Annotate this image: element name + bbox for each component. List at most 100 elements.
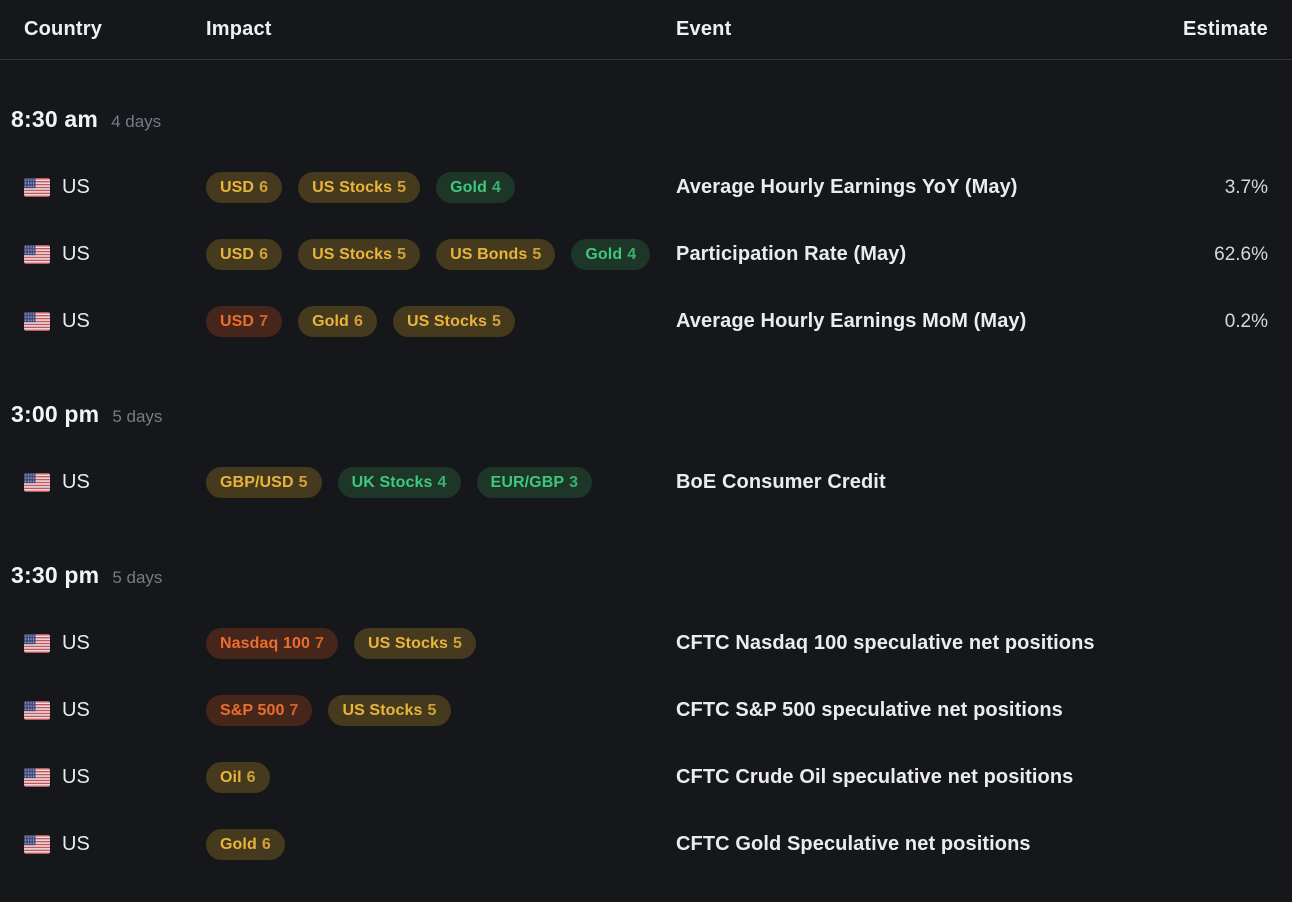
group-days-label: 5 days — [112, 407, 163, 426]
impact-badge-label: US Stocks — [312, 245, 393, 263]
impact-badge-score: 7 — [314, 634, 324, 652]
impact-badge-label: USD — [220, 245, 255, 263]
impact-badges: S&P 500 7 US Stocks 5 — [206, 695, 676, 726]
impact-badge-label: US Bonds — [450, 245, 528, 263]
impact-badge-score: 5 — [491, 312, 501, 330]
impact-badge: UK Stocks 4 — [337, 467, 461, 498]
impact-badge-score: 3 — [569, 473, 579, 491]
time-group: 8:30 am 4 days US USD 6 US Stocks 5 Gold 4 Avera… — [0, 106, 1292, 355]
impact-badge: S&P 500 7 — [206, 695, 313, 726]
impact-badges: GBP/USD 5 UK Stocks 4 EUR/GBP 3 — [206, 467, 676, 498]
impact-badge-score: 5 — [427, 701, 437, 719]
time-group: 3:00 pm 5 days US GBP/USD 5 UK Stocks 4 EUR/GB… — [0, 401, 1292, 516]
time-group-header: 8:30 am 4 days — [0, 106, 1292, 142]
impact-badge-label: Oil — [220, 768, 242, 786]
impact-badge: US Stocks 5 — [392, 306, 515, 337]
impact-badge-label: US Stocks — [312, 178, 393, 196]
column-header-estimate: Estimate — [1183, 18, 1268, 40]
table-header: Country Impact Event Estimate — [0, 0, 1292, 60]
country-cell: US — [24, 176, 206, 199]
impact-badge-label: GBP/USD — [220, 473, 294, 491]
impact-badge: US Stocks 5 — [298, 239, 421, 270]
event-title: Average Hourly Earnings YoY (May) — [676, 176, 1018, 198]
impact-badge-score: 7 — [259, 312, 269, 330]
impact-badge-score: 6 — [259, 178, 269, 196]
us-flag-icon — [24, 634, 50, 653]
us-flag-icon — [24, 835, 50, 854]
impact-badge-score: 4 — [491, 178, 501, 196]
us-flag-icon — [24, 768, 50, 787]
impact-badges: USD 6 US Stocks 5 Gold 4 — [206, 172, 676, 203]
impact-badges: Gold 6 — [206, 829, 676, 860]
country-label: US — [62, 632, 90, 654]
column-header-event: Event — [676, 18, 732, 40]
estimate-value: 3.7% — [1224, 176, 1268, 198]
country-label: US — [62, 766, 90, 788]
group-days-label: 4 days — [111, 112, 162, 131]
impact-badge-label: US Stocks — [406, 312, 487, 330]
event-row[interactable]: US Gold 6 CFTC Gold Speculative net positio… — [0, 811, 1292, 878]
event-row[interactable]: US S&P 500 7 US Stocks 5 CFTC S&P 500 specula… — [0, 677, 1292, 744]
us-flag-icon — [24, 473, 50, 492]
impact-badge-score: 6 — [261, 835, 271, 853]
impact-badge: EUR/GBP 3 — [476, 467, 593, 498]
event-row[interactable]: US Nasdaq 100 7 US Stocks 5 CFTC Nasdaq 100 s… — [0, 610, 1292, 677]
country-cell: US — [24, 471, 206, 494]
us-flag-icon — [24, 178, 50, 197]
impact-badge-label: UK Stocks — [351, 473, 433, 491]
impact-badge-label: EUR/GBP — [490, 473, 565, 491]
event-title: Average Hourly Earnings MoM (May) — [676, 310, 1027, 332]
event-row[interactable]: US Oil 6 CFTC Crude Oil speculative net pos… — [0, 744, 1292, 811]
impact-badge-score: 5 — [452, 634, 462, 652]
event-row[interactable]: US USD 7 Gold 6 US Stocks 5 Average Hourly Earn… — [0, 288, 1292, 355]
impact-badge: Gold 4 — [436, 172, 515, 203]
us-flag-icon — [24, 701, 50, 720]
impact-badge: US Bonds 5 — [436, 239, 556, 270]
impact-badges: Oil 6 — [206, 762, 676, 793]
impact-badge-label: Gold — [220, 835, 257, 853]
group-time-label: 3:30 pm — [11, 562, 100, 588]
impact-badge-score: 4 — [437, 473, 447, 491]
impact-badge: USD 7 — [206, 306, 283, 337]
impact-badge-label: USD — [220, 312, 255, 330]
impact-badge-score: 5 — [298, 473, 308, 491]
impact-badge-label: Gold — [585, 245, 623, 263]
impact-badge: Gold 6 — [206, 829, 285, 860]
column-header-impact: Impact — [206, 18, 272, 40]
event-row[interactable]: US USD 6 US Stocks 5 US Bonds 5 Gold 4 Participat… — [0, 221, 1292, 288]
country-cell: US — [24, 833, 206, 856]
impact-badge: GBP/USD 5 — [206, 467, 322, 498]
impact-badges: Nasdaq 100 7 US Stocks 5 — [206, 628, 676, 659]
time-group-header: 3:30 pm 5 days — [0, 562, 1292, 598]
estimate-value: 62.6% — [1214, 243, 1268, 265]
impact-badge-score: 6 — [259, 245, 269, 263]
country-cell: US — [24, 766, 206, 789]
group-days-label: 5 days — [112, 568, 163, 587]
impact-badge-label: USD — [220, 178, 255, 196]
event-table-body: 8:30 am 4 days US USD 6 US Stocks 5 Gold 4 Avera… — [0, 106, 1292, 878]
event-row[interactable]: US GBP/USD 5 UK Stocks 4 EUR/GBP 3 BoE Consumer… — [0, 449, 1292, 516]
group-time-label: 8:30 am — [11, 106, 99, 132]
impact-badge-score: 4 — [627, 245, 637, 263]
country-label: US — [62, 833, 90, 855]
event-title: Participation Rate (May) — [676, 243, 907, 265]
impact-badge: US Stocks 5 — [298, 172, 421, 203]
time-group-header: 3:00 pm 5 days — [0, 401, 1292, 437]
group-time-label: 3:00 pm — [11, 401, 100, 427]
impact-badge: Oil 6 — [206, 762, 270, 793]
event-title: CFTC Nasdaq 100 speculative net position… — [676, 632, 1095, 654]
impact-badge-score: 5 — [397, 245, 407, 263]
impact-badge-score: 7 — [289, 701, 299, 719]
impact-badge-label: US Stocks — [367, 634, 448, 652]
country-cell: US — [24, 243, 206, 266]
impact-badge-score: 5 — [397, 178, 407, 196]
country-cell: US — [24, 632, 206, 655]
impact-badge-score: 6 — [246, 768, 256, 786]
impact-badge: USD 6 — [206, 239, 283, 270]
event-title: CFTC Gold Speculative net positions — [676, 833, 1031, 855]
event-row[interactable]: US USD 6 US Stocks 5 Gold 4 Average Hourly Earn… — [0, 154, 1292, 221]
impact-badge: Gold 6 — [298, 306, 377, 337]
impact-badges: USD 7 Gold 6 US Stocks 5 — [206, 306, 676, 337]
event-title: CFTC S&P 500 speculative net positions — [676, 699, 1063, 721]
